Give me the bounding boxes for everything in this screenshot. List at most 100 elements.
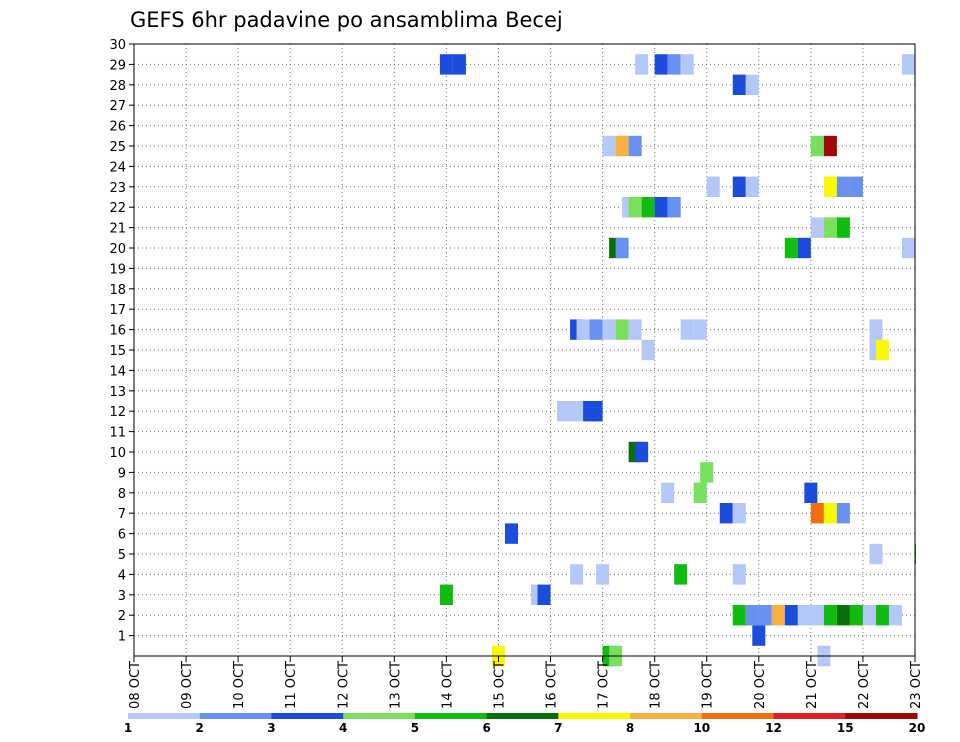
data-cell [901, 54, 915, 75]
data-cell [635, 54, 649, 75]
y-tick-label: 21 [109, 222, 126, 237]
legend-swatch [199, 713, 272, 719]
legend-swatch [845, 713, 918, 719]
data-cell [628, 197, 642, 218]
data-cell [758, 605, 772, 626]
data-cell [602, 135, 616, 157]
data-cell [745, 605, 759, 626]
data-cell [557, 401, 571, 422]
data-cell [784, 605, 798, 626]
data-cell [836, 217, 850, 238]
data-cell [680, 54, 694, 75]
legend-swatch [414, 713, 488, 719]
x-tick-label: 16 OCT [545, 661, 560, 709]
y-tick-label: 27 [109, 99, 126, 114]
legend-swatch [128, 713, 201, 719]
x-tick-label: 13 OCT [388, 661, 403, 709]
y-tick-label: 26 [109, 120, 126, 135]
data-cell [667, 54, 681, 75]
legend-label: 12 [765, 721, 782, 735]
y-tick-label: 5 [118, 548, 126, 563]
x-tick-label: 21 OCT [805, 661, 820, 709]
x-tick-label: 20 OCT [753, 661, 768, 709]
data-cell [823, 176, 837, 197]
x-tick-label: 22 OCT [857, 661, 872, 709]
data-cell [602, 319, 616, 340]
data-cell [615, 237, 629, 259]
y-tick-label: 30 [109, 38, 126, 53]
data-cell [439, 584, 453, 605]
x-tick-label: 10 OCT [232, 661, 247, 709]
y-tick-label: 8 [118, 487, 126, 502]
data-cell [836, 503, 850, 524]
data-cell [615, 319, 629, 340]
data-cell [732, 176, 746, 197]
data-cell [570, 564, 584, 585]
legend-label: 5 [411, 721, 419, 735]
y-tick-label: 2 [118, 609, 126, 624]
data-cell [693, 319, 707, 340]
x-tick-label: 18 OCT [649, 661, 664, 709]
legend-label: 20 [909, 721, 926, 735]
y-tick-label: 3 [118, 589, 126, 604]
x-tick-label: 23 OCT [909, 661, 924, 709]
data-cell [439, 54, 453, 75]
data-cell [628, 135, 642, 157]
data-cell [732, 503, 746, 524]
y-tick-label: 24 [109, 160, 126, 175]
y-axis-ticks: 1234567891011121314151617181920212223242… [109, 38, 134, 645]
y-tick-label: 29 [109, 58, 126, 73]
data-cell [810, 503, 824, 524]
data-cell [589, 401, 603, 422]
data-cell [615, 135, 629, 157]
legend-label: 7 [554, 721, 562, 735]
data-cell [719, 503, 733, 524]
x-tick-label: 08 OCT [128, 661, 143, 709]
legend-label: 3 [267, 721, 275, 735]
data-cell [661, 482, 675, 503]
legend-label: 4 [339, 721, 347, 735]
data-cell [823, 605, 837, 626]
data-cell [589, 319, 603, 340]
data-cell [823, 217, 837, 238]
legend-swatch [271, 713, 344, 719]
data-cell [654, 54, 668, 75]
data-cell [752, 625, 766, 646]
data-cell [732, 74, 746, 95]
y-tick-label: 18 [109, 283, 126, 298]
data-cell [628, 319, 642, 340]
x-axis-ticks: 08 OCT 09 OCT 10 OCT 11 OCT 12 OCT 13 OCT 14 O… [128, 656, 924, 709]
x-tick-label: 14 OCT [440, 661, 455, 709]
legend-swatch [486, 713, 559, 719]
data-cell [797, 237, 811, 259]
data-cell [888, 605, 902, 626]
data-cell [576, 319, 590, 340]
chart-title: GEFS 6hr padavine po ansamblima Becej [130, 8, 563, 32]
data-cell [537, 584, 551, 605]
data-cell [810, 605, 824, 626]
y-tick-label: 6 [118, 528, 126, 543]
y-tick-label: 28 [109, 79, 126, 94]
data-cell [654, 197, 668, 218]
data-cell [452, 54, 466, 75]
grid-lines [134, 43, 916, 656]
data-cell [570, 401, 584, 422]
data-cell [674, 564, 688, 585]
x-tick-label: 15 OCT [492, 661, 507, 709]
data-cell [836, 176, 850, 197]
data-cell [810, 217, 824, 238]
legend-label: 2 [196, 721, 204, 735]
data-cell [680, 319, 694, 340]
data-cell [706, 176, 720, 197]
x-tick-label: 19 OCT [701, 661, 716, 709]
y-tick-label: 10 [109, 446, 126, 461]
data-cell [849, 176, 863, 197]
y-tick-label: 12 [109, 405, 126, 420]
y-tick-label: 15 [109, 344, 126, 359]
data-cell [784, 237, 798, 259]
x-tick-label: 11 OCT [284, 661, 299, 709]
data-cell [745, 176, 759, 197]
y-tick-label: 13 [109, 385, 126, 400]
data-cell [797, 605, 811, 626]
